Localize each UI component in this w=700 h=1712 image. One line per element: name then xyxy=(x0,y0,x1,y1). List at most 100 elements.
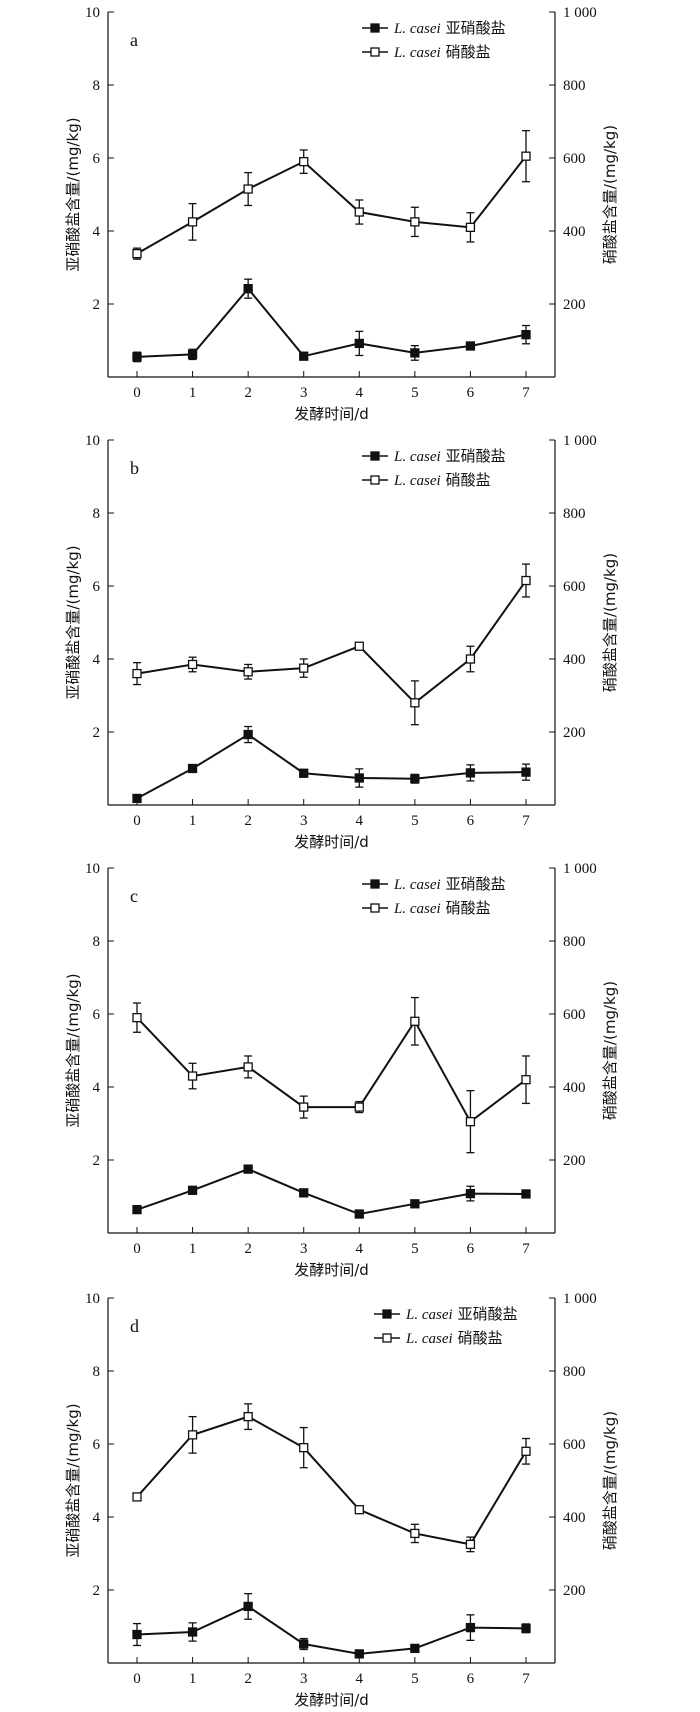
legend: L. casei 亚硝酸盐 L. casei 硝酸盐 xyxy=(362,20,506,61)
legend-entry: L. casei 亚硝酸盐 xyxy=(393,448,506,465)
legend-compound: 亚硝酸盐 xyxy=(458,1306,518,1323)
chart-panel-c: 2 4 6 8 10 200 400 600 800 1 000 0 1 2 3 4 5 6 7 发酵时间/d 亚硝酸… xyxy=(64,861,619,1279)
x-tick-label: 5 xyxy=(411,385,419,401)
left-tick-label: 6 xyxy=(93,151,101,167)
data-point xyxy=(354,1505,364,1515)
data-point xyxy=(521,1075,531,1085)
legend-species: L. casei xyxy=(393,877,441,893)
data-point xyxy=(243,284,253,294)
data-point xyxy=(410,1199,420,1209)
series-line xyxy=(136,155,527,255)
x-tick-label: 6 xyxy=(467,1241,475,1257)
series-line xyxy=(136,1605,527,1655)
data-point xyxy=(132,793,142,804)
x-tick-label: 7 xyxy=(522,1671,530,1687)
data-point xyxy=(243,1411,253,1422)
legend-entry: L. casei 亚硝酸盐 xyxy=(393,876,506,893)
x-tick-label: 3 xyxy=(300,1241,308,1257)
legend-species: L. casei xyxy=(393,449,441,465)
right-tick-label: 200 xyxy=(563,725,586,741)
data-point xyxy=(354,641,364,651)
legend-compound: 硝酸盐 xyxy=(446,900,491,917)
right-tick-label: 1 000 xyxy=(563,1291,597,1307)
data-point xyxy=(465,1622,476,1633)
legend-marker xyxy=(370,23,380,33)
y-axis-title: 亚硝酸盐含量/(mg/kg) xyxy=(64,545,82,699)
data-point xyxy=(521,330,531,340)
left-tick-label: 8 xyxy=(93,1364,101,1380)
y2-axis-title: 硝酸盐含量/(mg/kg) xyxy=(601,125,619,264)
legend-marker xyxy=(370,903,380,913)
data-point xyxy=(187,1627,198,1637)
data-point xyxy=(465,1117,476,1127)
x-tick-label: 5 xyxy=(411,813,419,829)
chart-panel-d: 2 4 6 8 10 200 400 600 800 1 000 0 1 2 3 4 5 6 7 发酵时间/d 亚硝酸… xyxy=(64,1291,619,1709)
data-point xyxy=(521,1189,531,1199)
right-tick-label: 800 xyxy=(563,1364,586,1380)
series-nitrite xyxy=(132,1164,531,1219)
data-point xyxy=(465,654,476,664)
x-tick-label: 2 xyxy=(244,385,252,401)
legend-marker xyxy=(382,1333,392,1343)
y-axis-title: 亚硝酸盐含量/(mg/kg) xyxy=(64,1403,82,1557)
legend-species: L. casei xyxy=(393,45,441,61)
series-line xyxy=(136,287,527,358)
x-tick-label: 3 xyxy=(300,813,308,829)
left-tick-label: 4 xyxy=(93,1080,101,1096)
legend-compound: 硝酸盐 xyxy=(446,472,491,489)
y2-axis-title: 硝酸盐含量/(mg/kg) xyxy=(601,981,619,1120)
data-point xyxy=(354,1102,364,1112)
data-point xyxy=(243,184,253,194)
x-tick-label: 7 xyxy=(522,813,530,829)
series-nitrite xyxy=(132,278,531,363)
x-tick-label: 2 xyxy=(244,1671,252,1687)
legend-compound: 亚硝酸盐 xyxy=(446,876,506,893)
legend-entry: L. casei 硝酸盐 xyxy=(393,472,491,489)
x-tick-label: 4 xyxy=(356,385,364,401)
x-tick-label: 3 xyxy=(300,1671,308,1687)
data-point xyxy=(187,217,198,227)
legend-compound: 亚硝酸盐 xyxy=(446,20,506,37)
x-tick-label: 7 xyxy=(522,1241,530,1257)
data-point xyxy=(521,1446,531,1456)
data-point xyxy=(299,156,309,167)
data-point xyxy=(132,352,142,362)
series-nitrate xyxy=(132,996,531,1154)
data-point xyxy=(299,1102,309,1112)
data-point xyxy=(410,1016,420,1026)
y-axis-title: 亚硝酸盐含量/(mg/kg) xyxy=(64,973,82,1127)
series-nitrite xyxy=(132,725,531,804)
data-point xyxy=(410,1643,420,1654)
series-line xyxy=(136,1415,527,1546)
data-point xyxy=(465,768,476,778)
x-tick-label: 3 xyxy=(300,385,308,401)
legend-marker xyxy=(382,1309,392,1319)
x-tick-label: 2 xyxy=(244,1241,252,1257)
left-tick-label: 6 xyxy=(93,579,101,595)
legend-compound: 硝酸盐 xyxy=(458,1330,503,1347)
x-tick-label: 6 xyxy=(467,385,475,401)
left-tick-label: 8 xyxy=(93,506,101,522)
left-tick-label: 4 xyxy=(93,1510,101,1526)
data-point xyxy=(410,1528,420,1539)
right-tick-label: 200 xyxy=(563,1583,586,1599)
x-tick-label: 0 xyxy=(133,813,141,829)
data-point xyxy=(299,1188,309,1198)
panel-label: b xyxy=(130,458,139,478)
data-point xyxy=(354,338,364,349)
x-tick-label: 4 xyxy=(356,813,364,829)
legend: L. casei 亚硝酸盐 L. casei 硝酸盐 xyxy=(374,1306,518,1347)
data-point xyxy=(299,1443,309,1453)
right-tick-label: 400 xyxy=(563,1080,586,1096)
data-point xyxy=(299,351,309,361)
data-point xyxy=(465,1188,476,1199)
data-point xyxy=(187,1185,198,1195)
x-tick-label: 5 xyxy=(411,1241,419,1257)
right-tick-label: 600 xyxy=(563,151,586,167)
x-axis-title: 发酵时间/d xyxy=(294,833,369,851)
left-tick-label: 2 xyxy=(93,297,101,313)
x-tick-label: 6 xyxy=(467,1671,475,1687)
x-tick-label: 4 xyxy=(356,1241,364,1257)
left-tick-label: 6 xyxy=(93,1007,101,1023)
data-point xyxy=(243,729,253,740)
